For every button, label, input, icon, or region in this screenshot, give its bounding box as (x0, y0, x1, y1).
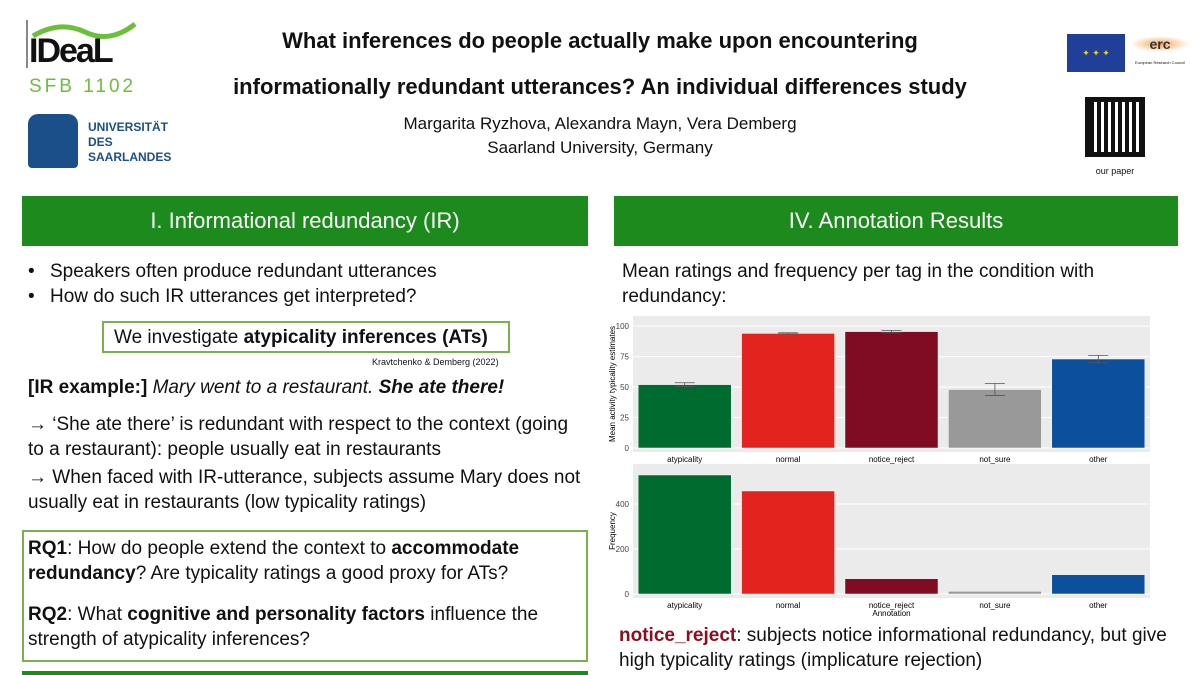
y-axis-label: Mean activity typicality estimates (608, 326, 617, 442)
investigate-text: We investigate (114, 327, 244, 348)
error-bar (778, 332, 799, 335)
arrow-point-2: → When faced with IR-utterance, subjects… (28, 467, 581, 513)
notice-reject-note: notice_reject: subjects notice informati… (619, 623, 1179, 673)
rq1: RQ1: How do people extend the context to… (28, 536, 582, 586)
eu-flag: ✦ ✦ ✦ (1067, 34, 1125, 72)
qr-caption: our paper (1095, 166, 1135, 176)
x-axis-label: Annotation (872, 609, 910, 618)
erc-wordmark: erc (1130, 36, 1190, 52)
bar-normal (741, 333, 835, 449)
divider (22, 671, 588, 675)
bar-normal (741, 490, 835, 595)
ir-example: [IR example:] Mary went to a restaurant.… (28, 375, 598, 400)
rq2: RQ2: What cognitive and personality fact… (28, 602, 582, 652)
affiliation: Saarland University, Germany (487, 138, 713, 157)
x-tick-label: other (1089, 455, 1108, 464)
y-tick-label: 100 (616, 322, 630, 331)
x-tick-label: atypicality (667, 601, 702, 610)
bar-other (1051, 574, 1146, 595)
erc-logo: erc European Research Council (1130, 30, 1190, 80)
x-tick-label: normal (776, 601, 801, 610)
y-tick-label: 25 (620, 414, 629, 423)
y-axis-label: Frequency (608, 512, 617, 550)
bar-other (1051, 358, 1146, 449)
qr-code[interactable] (1084, 96, 1146, 158)
note-text: : subjects notice informational redundan… (619, 625, 1167, 671)
section-heading-annotation: IV. Annotation Results (614, 196, 1178, 246)
uni-line: SAARLANDES (88, 150, 172, 164)
x-tick-label: notice_reject (869, 455, 915, 464)
error-bar (674, 382, 695, 387)
y-tick-label: 0 (625, 444, 630, 453)
citation: Kravtchenko & Demberg (2022) (372, 357, 499, 367)
arrow-point-1: → ‘She ate there’ is redundant with resp… (28, 414, 569, 460)
rq1-bold: accommodate redundancy (28, 538, 520, 584)
authors: Margarita Ryzhova, Alexandra Mayn, Vera … (403, 114, 797, 133)
y-tick-label: 75 (620, 353, 629, 362)
rq1-text: : How do people extend the context to (67, 538, 392, 559)
section-heading-ir: I. Informational redundancy (IR) (22, 196, 588, 246)
bar-notice_reject (844, 331, 939, 449)
bar-not_sure (948, 591, 1042, 595)
saarland-logo: UNIVERSITÄT DES SAARLANDES (28, 112, 178, 172)
y-tick-label: 0 (625, 590, 630, 599)
example-bold: She ate there! (378, 377, 505, 398)
sfb-label: SFB 1102 (29, 76, 137, 97)
poster-title-line1: What inferences do people actually make … (282, 28, 918, 53)
example-text: Mary went to a restaurant. (147, 377, 379, 398)
y-tick-label: 400 (616, 500, 630, 509)
x-tick-label: normal (776, 455, 801, 464)
x-tick-label: not_sure (979, 601, 1011, 610)
bar-atypicality (637, 384, 732, 449)
ir-bullets: Speakers often produce redundant utteran… (22, 259, 588, 309)
x-tick-label: atypicality (667, 455, 702, 464)
poster-title-line2: informationally redundant utterances? An… (233, 74, 967, 99)
bar-not_sure (948, 389, 1042, 449)
x-tick-label: other (1089, 601, 1108, 610)
error-bar (881, 329, 902, 334)
error-bar (984, 382, 1005, 396)
uni-line: DES (88, 135, 113, 149)
note-label: notice_reject (619, 625, 737, 646)
ideal-wordmark: IDeaL (29, 32, 114, 70)
error-bar (1088, 354, 1109, 364)
uni-line: UNIVERSITÄT (88, 120, 169, 134)
bullet-item: Speakers often produce redundant utteran… (22, 259, 588, 284)
research-questions-box: RQ1: How do people extend the context to… (22, 530, 588, 662)
investigate-bold: atypicality inferences (ATs) (243, 327, 488, 348)
y-tick-label: 50 (620, 383, 629, 392)
example-label: [IR example:] (28, 377, 148, 398)
rq2-text: influence the strength of atypicality in… (28, 604, 539, 650)
x-tick-label: notice_reject (869, 601, 915, 610)
investigate-box: We investigate atypicality inferences (A… (102, 321, 510, 353)
owl-icon (28, 114, 78, 168)
x-tick-label: not_sure (979, 455, 1011, 464)
rq2-text: : What (67, 604, 128, 625)
erc-subtitle: European Research Council (1134, 60, 1186, 65)
y-tick-label: 200 (616, 545, 630, 554)
rq2-label: RQ2 (28, 604, 68, 625)
rq1-label: RQ1 (28, 538, 68, 559)
ideal-logo: IDeaL SFB 1102 (25, 18, 140, 98)
results-intro: Mean ratings and frequency per tag in th… (622, 261, 1095, 307)
bar-notice_reject (844, 578, 939, 595)
rq2-bold: cognitive and personality factors (127, 604, 426, 625)
bar-atypicality (637, 474, 732, 595)
bullet-item: How do such IR utterances get interprete… (22, 284, 588, 309)
rq1-text: ? Are typicality ratings a good proxy fo… (135, 563, 509, 584)
